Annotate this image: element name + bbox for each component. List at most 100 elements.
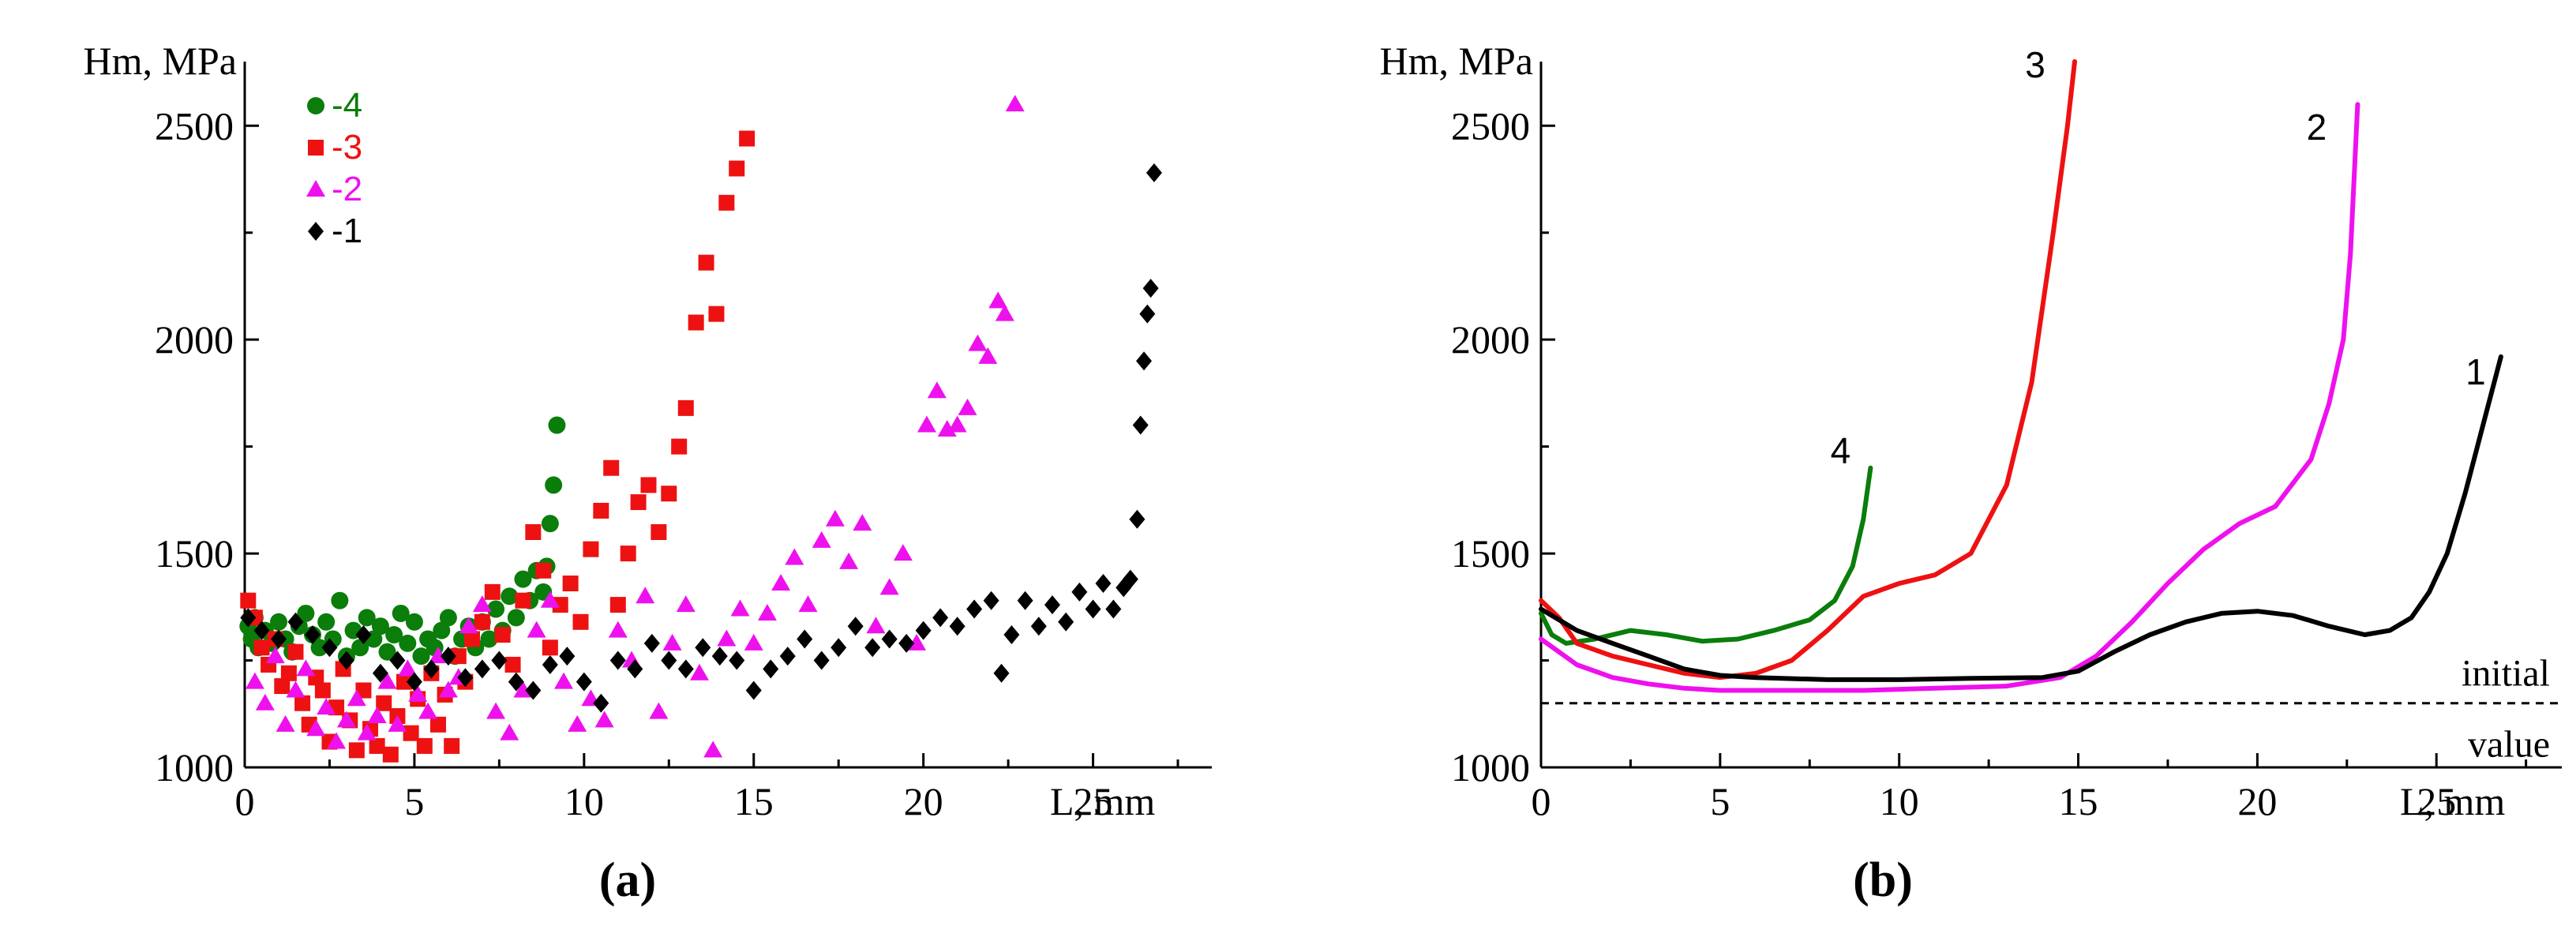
- data-point-diamond: [372, 663, 388, 683]
- data-point-diamond: [813, 651, 830, 670]
- data-point-square: [562, 576, 579, 592]
- data-point-triangle: [812, 531, 831, 548]
- curve-label: 1: [2465, 351, 2486, 392]
- data-point-triangle: [527, 621, 546, 638]
- data-point-diamond: [440, 647, 456, 666]
- data-point-square: [369, 737, 385, 754]
- data-point-diamond: [355, 625, 372, 645]
- x-tick-label: 25: [1074, 779, 1113, 823]
- x-tick-label: 10: [564, 779, 604, 823]
- data-point-diamond: [287, 612, 304, 632]
- data-point-triangle: [636, 587, 655, 604]
- legend-label: -2: [332, 170, 362, 208]
- data-point-square: [640, 477, 657, 493]
- data-point-diamond: [308, 222, 324, 241]
- x-axis-title: L, mm: [1050, 779, 1155, 823]
- data-point-diamond: [993, 663, 1010, 683]
- curve-label: 2: [2307, 107, 2327, 148]
- reference-label-top: initial: [2462, 653, 2550, 695]
- data-point-diamond: [542, 654, 558, 674]
- data-point-circle: [385, 626, 403, 644]
- data-point-circle: [412, 647, 430, 666]
- data-point-square: [416, 737, 433, 754]
- series-circle: [239, 416, 566, 666]
- data-point-diamond: [1058, 612, 1074, 632]
- y-tick-label: 1500: [155, 531, 234, 576]
- data-point-diamond: [1085, 599, 1101, 619]
- data-point-diamond: [779, 647, 796, 666]
- x-tick-label: 20: [2237, 779, 2277, 823]
- data-point-circle: [507, 609, 525, 627]
- data-point-diamond: [847, 617, 864, 636]
- data-point-square: [603, 459, 620, 476]
- data-point-square: [444, 737, 460, 754]
- data-point-circle: [514, 570, 532, 588]
- data-point-circle: [433, 621, 451, 639]
- x-tick-label: 5: [404, 779, 424, 823]
- data-point-square: [376, 695, 392, 711]
- x-tick-label: 0: [1532, 779, 1551, 823]
- data-point-circle: [358, 609, 376, 627]
- data-point-circle: [501, 587, 519, 606]
- data-point-diamond: [1122, 569, 1138, 589]
- data-point-diamond: [695, 638, 711, 658]
- data-point-triangle: [408, 684, 428, 702]
- legend-label: -3: [332, 128, 362, 167]
- data-point-diamond: [949, 617, 966, 636]
- data-point-square: [651, 524, 667, 540]
- data-point-diamond: [1071, 582, 1088, 602]
- curve-1: [1539, 354, 2503, 682]
- data-point-diamond: [797, 629, 813, 649]
- data-point-diamond: [661, 651, 677, 670]
- x-tick-label: 0: [235, 779, 255, 823]
- data-point-square: [396, 673, 413, 690]
- data-point-triangle: [486, 702, 506, 719]
- data-point-diamond: [240, 608, 257, 628]
- data-point-triangle: [703, 741, 723, 758]
- data-point-circle: [392, 604, 410, 622]
- data-point-triangle: [676, 595, 696, 613]
- data-point-square: [552, 597, 568, 613]
- data-point-diamond: [677, 659, 694, 679]
- curve-label: 3: [2025, 44, 2045, 85]
- data-point-square: [430, 716, 446, 733]
- data-point-triangle: [377, 672, 397, 689]
- data-point-circle: [317, 613, 336, 631]
- data-point-triangle: [429, 647, 448, 664]
- data-point-triangle: [398, 659, 418, 677]
- data-point-triangle: [513, 681, 533, 698]
- x-tick-label: 15: [734, 779, 774, 823]
- data-point-diamond: [576, 672, 592, 692]
- data-point-square: [583, 541, 599, 557]
- data-point-diamond: [304, 625, 321, 645]
- data-point-diamond: [389, 651, 406, 670]
- y-tick-label: 2500: [1451, 103, 1530, 148]
- data-point-square: [739, 130, 756, 147]
- data-point-diamond: [627, 659, 643, 679]
- data-point-diamond: [609, 651, 626, 670]
- data-point-triangle: [265, 647, 285, 664]
- data-point-circle: [310, 639, 328, 657]
- data-point-square: [572, 613, 589, 630]
- data-point-square: [355, 682, 372, 699]
- legend-label: -1: [332, 212, 362, 250]
- data-point-triangle: [947, 415, 967, 433]
- data-point-diamond: [1136, 351, 1153, 371]
- data-point-square: [542, 639, 558, 656]
- data-point-diamond: [423, 659, 440, 679]
- data-point-square: [280, 665, 297, 681]
- data-point-triangle: [438, 681, 458, 698]
- data-point-triangle: [937, 419, 957, 437]
- data-point-circle: [541, 515, 559, 533]
- data-point-triangle: [296, 659, 316, 677]
- data-point-square: [274, 678, 291, 695]
- curve-label: 4: [1831, 430, 1851, 471]
- data-point-triangle: [336, 711, 356, 728]
- data-point-square: [314, 682, 331, 699]
- data-point-triangle: [689, 663, 709, 681]
- data-point-diamond: [593, 693, 609, 713]
- data-point-square: [382, 746, 399, 763]
- data-point-circle: [405, 613, 423, 631]
- data-point-triangle: [367, 706, 387, 723]
